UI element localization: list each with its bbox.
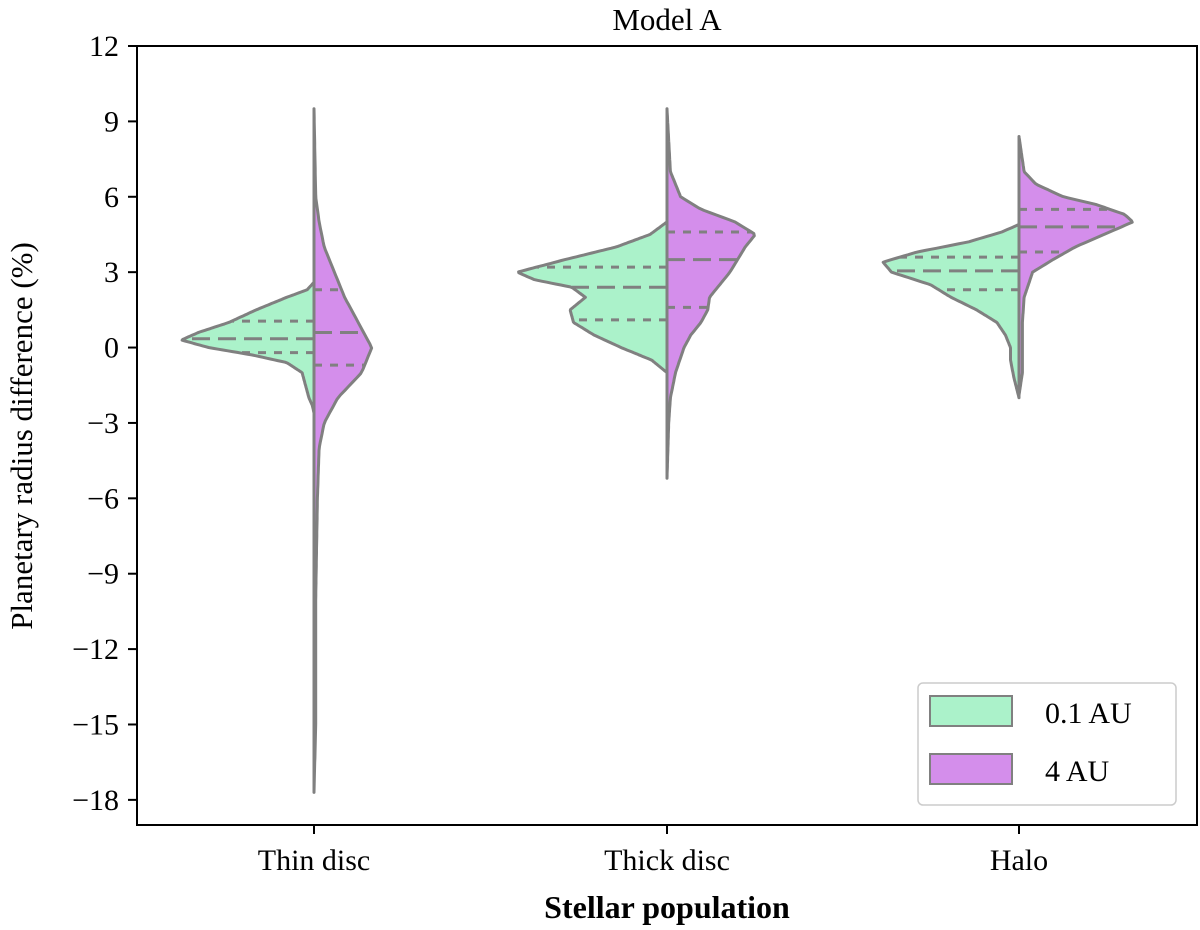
y-axis-label: Planetary radius difference (%) xyxy=(4,242,39,630)
violin-thick-disc-4-au xyxy=(665,107,756,480)
violin-halo-0-1-au xyxy=(881,222,1021,400)
legend-label-4au: 4 AU xyxy=(1045,755,1110,788)
violin-body xyxy=(1017,134,1134,397)
violin-halo-4-au xyxy=(1017,134,1134,397)
legend: 0.1 AU 4 AU xyxy=(917,682,1177,806)
y-tick-label: −18 xyxy=(72,784,119,817)
x-tick-label-thin-disc: Thin disc xyxy=(258,844,371,877)
y-tick-label: −3 xyxy=(87,407,119,440)
violin-body xyxy=(312,107,374,794)
violin-thin-disc-4-au xyxy=(312,107,374,794)
violin-body xyxy=(665,107,756,480)
x-axis-label: Stellar population xyxy=(544,889,790,925)
y-tick-label: 9 xyxy=(104,105,119,138)
chart-title: Model A xyxy=(612,2,722,37)
y-tick-label: 3 xyxy=(104,256,119,289)
y-axis: 12 9 6 3 0 −3 −6 −9 −12 −15 −18 xyxy=(72,30,137,817)
y-tick-label: −12 xyxy=(72,633,119,666)
y-tick-label: −15 xyxy=(72,708,119,741)
y-tick-label: −9 xyxy=(87,558,119,591)
y-tick-label: 12 xyxy=(89,30,119,63)
y-tick-label: 0 xyxy=(104,332,119,365)
legend-swatch-4au xyxy=(929,753,1013,785)
y-tick-label: −6 xyxy=(87,482,119,515)
x-tick-label-halo: Halo xyxy=(990,844,1048,877)
legend-swatch-0.1au xyxy=(929,695,1013,727)
violin-thin-disc-0-1-au xyxy=(180,280,316,415)
x-tick-label-thick-disc: Thick disc xyxy=(604,844,730,877)
violin-body xyxy=(881,222,1021,400)
violin-body xyxy=(180,280,316,415)
violin-body xyxy=(517,220,669,375)
violin-thick-disc-0-1-au xyxy=(517,220,669,375)
x-axis: Thin disc Thick disc Halo xyxy=(258,825,1048,877)
y-tick-label: 6 xyxy=(104,181,119,214)
legend-label-0.1au: 0.1 AU xyxy=(1045,697,1132,730)
violins-layer xyxy=(180,107,1134,794)
